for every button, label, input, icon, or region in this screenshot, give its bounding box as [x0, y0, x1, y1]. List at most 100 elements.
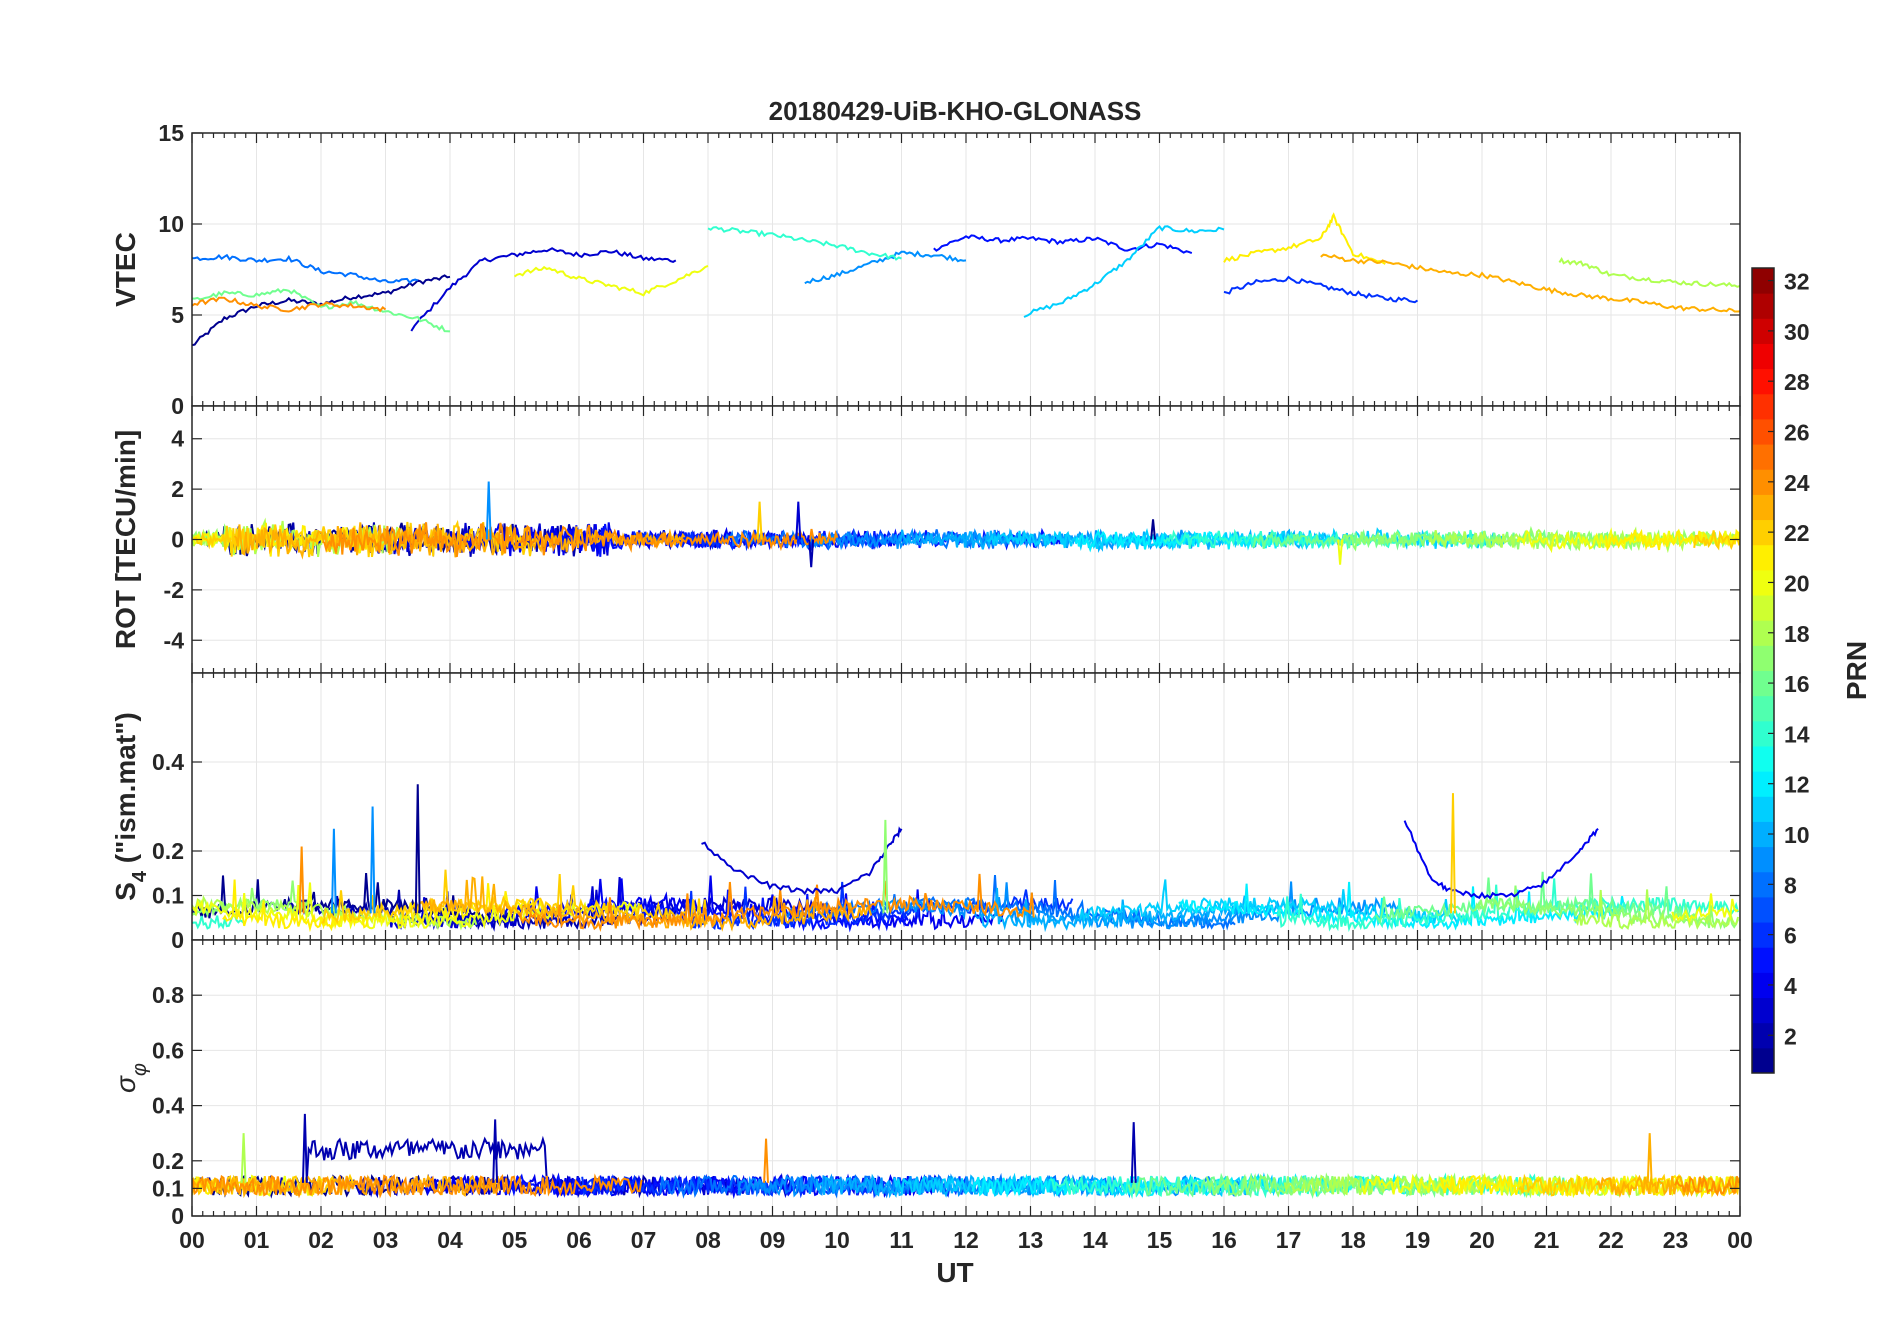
x-tick-label: 00 [179, 1227, 205, 1253]
spike-prn-2 [808, 539, 815, 568]
colorbar-segment [1752, 947, 1774, 973]
x-tick-label: 12 [953, 1227, 979, 1253]
spike-prn-23 [1646, 1133, 1653, 1183]
colorbar-tick-label: 10 [1784, 822, 1810, 848]
colorbar-segment [1752, 418, 1774, 445]
colorbar-segment [1752, 922, 1774, 948]
x-tick-label: 22 [1598, 1227, 1624, 1253]
y-tick-label: 0.2 [152, 838, 184, 864]
colorbar-segment [1752, 771, 1774, 797]
prn-trace [322, 522, 839, 558]
panel-2: -4 -2 0 2 4 ROT [TECU/min] [110, 405, 1741, 674]
y-axis-title: S4 ("ism.mat") [110, 712, 151, 901]
colorbar-tick-label: 24 [1784, 470, 1810, 496]
x-tick-label: 03 [373, 1227, 399, 1253]
spike-prn-3 [795, 501, 802, 540]
spike-prn-22 [756, 501, 763, 540]
prn-trace [1518, 1173, 1740, 1198]
colorbar-segment [1752, 645, 1774, 671]
colorbar-tick-label: 12 [1784, 772, 1810, 798]
y-axis-title: VTEC [110, 232, 141, 307]
y-tick-label: -4 [164, 627, 185, 653]
x-tick-label: 07 [631, 1227, 657, 1253]
colorbar-frame [1751, 267, 1775, 1074]
series-line-prn-5 [933, 234, 1193, 255]
panel-1: 0 5 10 15 VTEC [110, 120, 1741, 419]
colorbar-segment [1752, 519, 1774, 546]
x-tick-label: 19 [1405, 1227, 1431, 1253]
colorbar-tick-label: 26 [1784, 420, 1810, 446]
colorbar-tick-label: 32 [1784, 269, 1810, 295]
colorbar-segment [1752, 595, 1774, 621]
spike-prn-9 [369, 806, 376, 914]
x-tick-label: 13 [1018, 1227, 1044, 1253]
y-tick-label: 0.8 [152, 982, 184, 1008]
y-axis-title: σφ [110, 1063, 151, 1093]
prn-trace [1671, 893, 1739, 924]
y-tick-label: -2 [164, 577, 184, 603]
colorbar-segment [1752, 695, 1774, 722]
y-tick-label: 5 [171, 302, 184, 328]
y-tick-label: 0.4 [152, 749, 184, 775]
colorbar-segment [1752, 871, 1774, 898]
colorbar-tick-label: 28 [1784, 369, 1810, 395]
y-tick-label: 0.6 [152, 1037, 184, 1063]
panel-3: 0 0.1 0.2 0.4S4 ("ism.mat") [110, 672, 1741, 953]
prn-trace [986, 527, 1505, 552]
colorbar-segment [1752, 620, 1774, 646]
prn-trace [518, 873, 1035, 933]
x-tick-label: 10 [824, 1227, 850, 1253]
colorbar-tick-label: 4 [1784, 973, 1797, 999]
colorbar-segment [1752, 544, 1774, 571]
y-tick-label: 0.1 [152, 883, 184, 909]
prn-trace [192, 1173, 643, 1199]
y-tick-label: 0.4 [152, 1093, 184, 1119]
y-axis-title: ROT [TECU/min] [110, 430, 141, 649]
data-lines [192, 784, 1740, 933]
colorbar-segment [1752, 896, 1774, 923]
spike-prn-1 [1150, 519, 1156, 540]
colorbar-segment [1752, 821, 1774, 848]
x-tick-label: 17 [1276, 1227, 1302, 1253]
spike-prn-24 [298, 846, 305, 914]
colorbar-tick-label: 22 [1784, 520, 1810, 546]
colorbar-tick-label: 6 [1784, 923, 1797, 949]
series-line-prn-11 [1023, 225, 1225, 318]
x-tick-label: 21 [1534, 1227, 1560, 1253]
prn-trace [420, 876, 873, 932]
colorbar-segment [1752, 393, 1774, 420]
x-tick-label: 15 [1147, 1227, 1173, 1253]
y-tick-label: 4 [171, 426, 184, 452]
colorbar-segment [1752, 972, 1774, 999]
data-lines [192, 1113, 1740, 1200]
data-lines [192, 481, 1740, 568]
y-tick-label: 0.2 [152, 1148, 184, 1174]
colorbar-tick-label: 18 [1784, 621, 1810, 647]
data-lines [192, 212, 1740, 347]
prn-trace [1276, 878, 1740, 933]
y-tick-label: 2 [171, 476, 184, 502]
x-tick-label: 08 [695, 1227, 721, 1253]
x-tick-label: 00 [1727, 1227, 1753, 1253]
colorbar-segment [1752, 494, 1774, 521]
y-tick-label: 0 [171, 393, 184, 419]
series-line-prn-1 [192, 274, 451, 347]
x-tick-label: 04 [437, 1227, 463, 1253]
spike-prn-2 [1130, 1122, 1137, 1183]
x-tick-label: 23 [1663, 1227, 1689, 1253]
series-line-prn-24 [192, 296, 387, 313]
x-tick-label: 16 [1211, 1227, 1237, 1253]
colorbar-segment [1752, 469, 1774, 495]
spike-prn-18 [240, 1133, 247, 1183]
colorbar-segment [1752, 997, 1774, 1024]
series-line-prn-21 [1223, 212, 1386, 265]
y-tick-label: 15 [158, 120, 184, 146]
series-line-prn-6 [1223, 275, 1419, 304]
colorbar-segment [1752, 1047, 1774, 1074]
series-line-prn-20 [513, 264, 709, 297]
x-tick-label: 05 [502, 1227, 528, 1253]
x-axis-title: UT [936, 1257, 973, 1288]
spike-prn-17 [882, 819, 889, 914]
colorbar-segment [1752, 368, 1774, 395]
